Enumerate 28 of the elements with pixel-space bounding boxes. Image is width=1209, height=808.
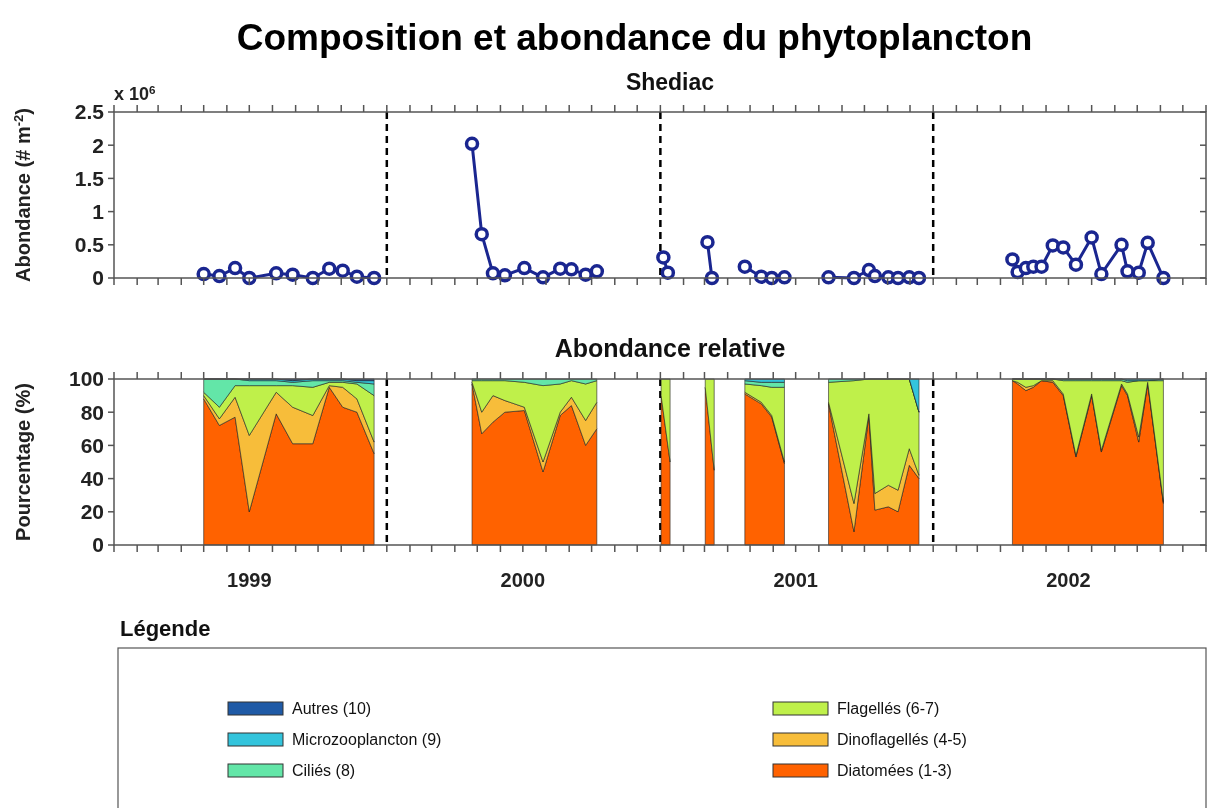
x-tick-label: 2000	[500, 569, 546, 591]
y-tick-label: 60	[80, 433, 104, 457]
legend-label: Flagellés (6-7)	[837, 700, 940, 717]
chart-title: Abondance relative	[554, 334, 786, 362]
y-tick-label: 80	[80, 400, 104, 424]
legend-label: Autres (10)	[292, 700, 372, 717]
chart-subtitle: Shediac	[625, 69, 715, 95]
y-tick-label: 1.5	[74, 166, 105, 190]
y-tick-label: 100	[68, 367, 104, 391]
y-tick-label: 0.5	[74, 233, 105, 257]
x-tick-label: 1999	[227, 569, 272, 591]
y-tick-label: 2	[92, 133, 104, 157]
text: x 10$^{6}$	[114, 82, 157, 104]
y-tick-label: 1	[92, 199, 105, 223]
legend-label: Dinoflagellés (4-5)	[837, 731, 967, 748]
y-axis-title: Pourcentage (%)	[12, 383, 34, 541]
legend-label: Ciliés (8)	[292, 762, 356, 779]
legend-label: Microzooplancton (9)	[292, 731, 442, 748]
x-tick-label: 2002	[1046, 569, 1091, 591]
y-tick-label: 0	[92, 533, 104, 557]
y-tick-label: 2.5	[74, 100, 105, 124]
y-tick-label: 20	[80, 500, 104, 524]
chart-title: Composition et abondance du phytoplancton	[236, 17, 1033, 58]
y-tick-label: 40	[80, 466, 104, 490]
legend-label: Diatomées (1-3)	[837, 762, 952, 779]
legend-title: Légende	[120, 616, 211, 641]
x-tick-label: 2001	[773, 569, 818, 591]
y-tick-label: 0	[92, 266, 104, 290]
